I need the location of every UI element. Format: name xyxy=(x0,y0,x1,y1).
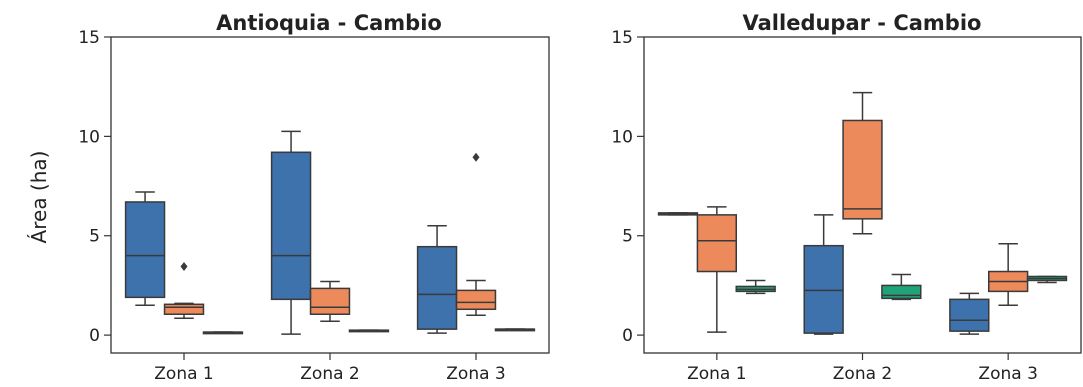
box xyxy=(416,245,458,330)
box xyxy=(163,303,205,315)
plot-frame xyxy=(110,36,550,354)
y-tick-label: 10 xyxy=(611,127,633,147)
outlier-point xyxy=(472,152,480,162)
panel-valledupar: Valledupar - Cambio 0 5 10 15 Zona 1 Zona 2 Zo… xyxy=(611,11,1082,384)
chart-title-valledupar: Valledupar - Cambio xyxy=(743,11,982,35)
plot-frame xyxy=(643,36,1082,354)
x-tick-label: Zona 2 xyxy=(833,364,892,383)
box xyxy=(803,244,844,334)
box xyxy=(270,151,312,301)
box xyxy=(842,119,883,220)
chart-title-antioquia: Antioquia - Cambio xyxy=(216,11,442,35)
x-tick-label: Zona 3 xyxy=(446,364,505,383)
x-tick-label: Zona 2 xyxy=(300,364,359,383)
y-tick-label: 5 xyxy=(622,227,633,247)
x-tick-label: Zona 3 xyxy=(978,364,1037,383)
y-axis-label: Área (ha) xyxy=(27,151,51,244)
box xyxy=(309,287,351,315)
panel-antioquia: Antioquia - Cambio 0 5 10 15 Zona 1 Zona 2 Zon… xyxy=(78,11,550,384)
x-tick-label: Zona 1 xyxy=(154,364,213,383)
box xyxy=(881,284,922,300)
x-tick-label: Zona 1 xyxy=(687,364,746,383)
y-tick-label: 0 xyxy=(622,326,633,346)
y-tick-label: 15 xyxy=(78,28,100,48)
y-tick-label: 15 xyxy=(611,28,633,48)
box xyxy=(696,214,738,273)
y-tick-label: 5 xyxy=(89,227,100,247)
y-tick-label: 10 xyxy=(78,127,100,147)
y-tick-label: 0 xyxy=(89,326,100,346)
box xyxy=(124,201,166,299)
outlier-point xyxy=(180,262,188,272)
box xyxy=(949,298,990,332)
box xyxy=(455,289,497,311)
